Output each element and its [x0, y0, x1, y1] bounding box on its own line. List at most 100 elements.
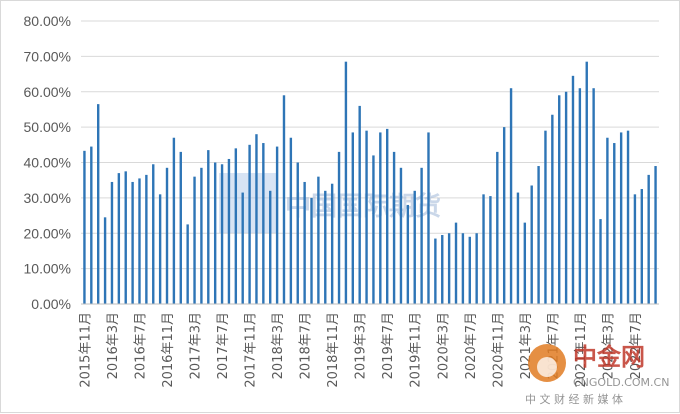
bar-2017-06 — [213, 162, 217, 304]
bar-2016-05 — [124, 171, 127, 304]
x-tick-label: 2016年7月 — [133, 312, 148, 379]
bar-2021-02 — [516, 192, 520, 304]
x-tick-label: 2021年11月 — [574, 312, 589, 388]
watermark-logo-icon — [219, 173, 277, 233]
bar-2019-05 — [372, 155, 375, 304]
bar-2018-08 — [310, 197, 313, 304]
bar-2016-10 — [158, 194, 162, 304]
bar-2021-04 — [530, 185, 533, 304]
y-tick-label: 10.00% — [24, 261, 71, 277]
x-tick-label: 2019年7月 — [381, 312, 396, 379]
bar-2019-02 — [351, 132, 354, 304]
bar-2018-01 — [262, 143, 265, 304]
bar-2015-12 — [90, 146, 93, 304]
bar-2018-09 — [317, 176, 320, 304]
bar-2022-02 — [599, 219, 602, 304]
bar-2019-07 — [386, 128, 389, 304]
bar-2020-03 — [441, 235, 444, 304]
bar-2020-10 — [489, 196, 492, 304]
bar-2022-10 — [654, 166, 657, 304]
bar-2017-07 — [220, 164, 224, 304]
x-tick-label: 2019年3月 — [354, 312, 369, 379]
bar-2021-07 — [551, 114, 554, 305]
bar-2016-04 — [117, 173, 121, 304]
bar-2021-10 — [571, 75, 575, 304]
bar-2020-01 — [427, 132, 430, 304]
bar-2021-03 — [523, 222, 527, 304]
bar-2019-06 — [379, 132, 382, 304]
x-tick-label: 2015年11月 — [78, 312, 93, 388]
watermark-text: 中国国际期货 — [285, 191, 441, 222]
y-tick-label: 30.00% — [24, 190, 71, 206]
bar-2018-10 — [324, 190, 327, 304]
bar-2017-08 — [227, 158, 231, 304]
bars — [83, 61, 657, 305]
bar-2016-02 — [103, 217, 107, 304]
logo-slogan: 中 文 财 经 新 媒 体 — [525, 392, 623, 406]
bar-2016-09 — [152, 164, 155, 304]
logo-name: 中金网 — [573, 343, 645, 371]
x-tick-label: 2018年3月 — [271, 312, 286, 379]
y-tick-label: 40.00% — [24, 155, 71, 171]
bar-2021-01 — [509, 88, 513, 305]
bar-2017-02 — [186, 224, 189, 304]
bar-2022-06 — [626, 130, 630, 304]
bar-2019-01 — [344, 61, 348, 305]
flame-inner-icon — [537, 357, 557, 377]
bar-2020-08 — [475, 233, 478, 304]
bar-2021-05 — [537, 166, 540, 304]
bar-2019-12 — [420, 167, 423, 304]
bar-2020-11 — [496, 151, 499, 304]
bar-2021-08 — [558, 95, 561, 304]
bar-2016-03 — [110, 181, 114, 304]
bar-2022-07 — [633, 194, 637, 304]
bar-2017-01 — [179, 151, 182, 304]
y-tick-label: 80.00% — [24, 13, 71, 29]
x-tick-label: 2019年11月 — [409, 312, 424, 388]
bar-2017-09 — [234, 148, 238, 304]
y-axis-tick-labels: 0.00% 10.00% 20.00% 30.00% 40.00% 50.00% 60.00… — [24, 13, 71, 312]
bar-2019-11 — [413, 190, 416, 304]
x-tick-label: 2017年7月 — [216, 312, 231, 379]
bar-2015-11 — [83, 150, 86, 304]
bar-2016-07 — [138, 178, 141, 304]
bar-2017-04 — [200, 167, 203, 304]
bar-2020-02 — [434, 238, 437, 304]
bar-2016-12 — [172, 137, 176, 304]
bar-2019-09 — [399, 167, 403, 304]
x-tick-label: 2020年11月 — [491, 312, 506, 388]
bar-2020-04 — [447, 233, 451, 304]
y-tick-label: 70.00% — [24, 48, 71, 64]
bar-2018-02 — [269, 190, 272, 304]
cngold-logo: 中金网 CNGOLD.COM.CN 中 文 财 经 新 媒 体 — [525, 343, 669, 406]
y-tick-label: 60.00% — [24, 84, 71, 100]
bar-2022-01 — [592, 88, 595, 305]
bar-2016-11 — [165, 167, 169, 304]
bar-2017-05 — [207, 150, 210, 304]
bar-2020-06 — [461, 233, 465, 304]
x-tick-label: 2017年3月 — [189, 312, 204, 379]
bar-2020-07 — [468, 236, 471, 304]
x-tick-label: 2022年3月 — [601, 312, 616, 379]
x-tick-label: 2020年7月 — [464, 312, 479, 379]
bar-2019-03 — [358, 105, 361, 305]
gridlines — [81, 20, 659, 270]
bar-2018-04 — [282, 95, 286, 304]
bar-2022-05 — [619, 132, 623, 304]
bar-2021-09 — [564, 91, 568, 304]
bar-2020-09 — [482, 194, 485, 304]
bar-2021-11 — [578, 88, 582, 305]
bar-2017-12 — [255, 134, 258, 304]
x-tick-label: 2018年11月 — [326, 312, 341, 388]
bar-2018-07 — [303, 181, 306, 304]
bar-2021-12 — [585, 61, 588, 305]
bar-2016-01 — [97, 104, 100, 304]
bar-2019-10 — [406, 204, 410, 304]
bar-2018-11 — [330, 183, 334, 304]
y-tick-label: 50.00% — [24, 119, 71, 135]
x-tick-label: 2022年7月 — [629, 312, 644, 379]
bar-2017-10 — [241, 192, 244, 304]
bar-2018-06 — [296, 162, 299, 304]
